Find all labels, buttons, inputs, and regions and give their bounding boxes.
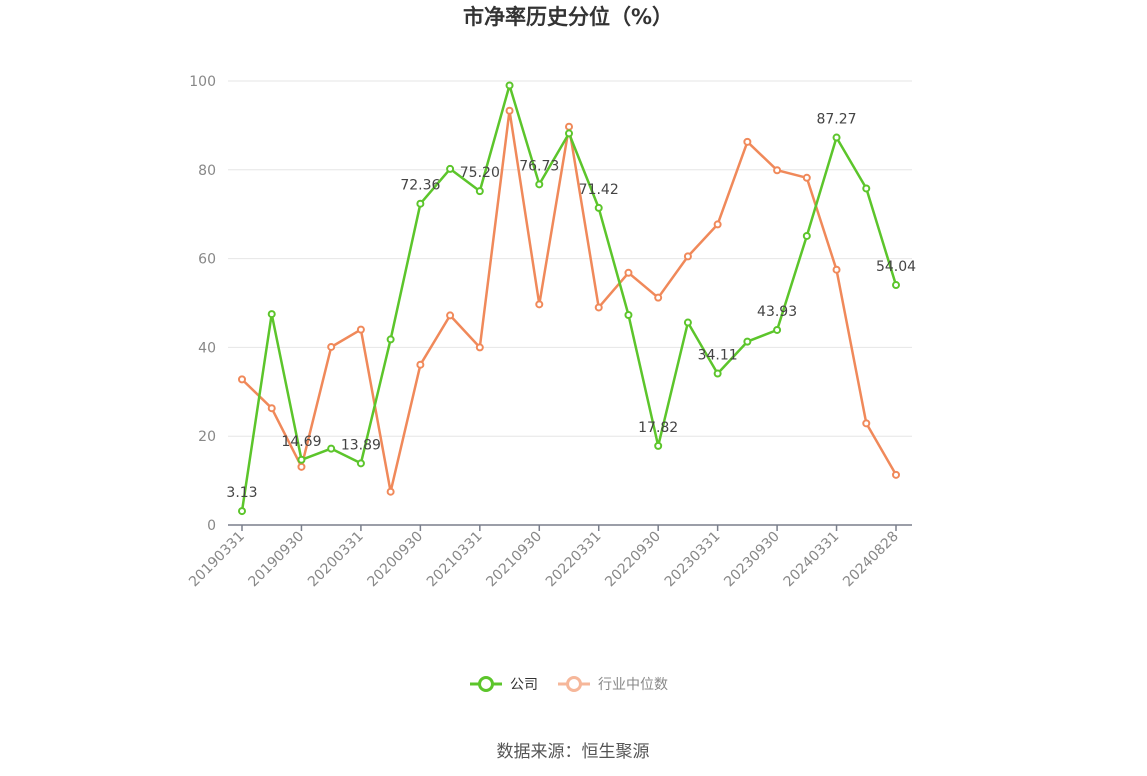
legend-marker-industry: [566, 676, 582, 692]
point-industry-0: [238, 375, 246, 384]
series-industry: [238, 106, 900, 496]
point-industry-11: [565, 122, 573, 131]
point-industry-10: [535, 300, 544, 309]
point-industry-16: [713, 220, 722, 229]
y-tick-label-60: 60: [198, 252, 216, 268]
point-industry-3: [327, 342, 336, 351]
legend-label-company: 公司: [510, 677, 538, 693]
data-label-10: 76.73: [519, 158, 559, 174]
point-industry-22: [892, 470, 900, 479]
point-industry-8: [475, 343, 484, 352]
chart-title: 市净率历史分位（%）: [463, 5, 673, 29]
point-industry-9: [505, 106, 514, 115]
point-industry-5: [386, 487, 395, 496]
point-industry-19: [802, 173, 811, 182]
point-company-15: [683, 318, 692, 327]
point-industry-15: [683, 252, 692, 261]
data-label-4: 13.89: [341, 437, 381, 453]
point-company-3: [327, 444, 336, 453]
data-label-8: 75.20: [460, 165, 500, 181]
y-axis-ticks: 0 20 40 60 80 100: [189, 74, 216, 534]
point-company-1: [267, 310, 276, 319]
x-axis: 2019033120190930202003312020093020210331…: [186, 524, 912, 591]
point-company-19: [802, 231, 811, 240]
point-industry-6: [416, 360, 425, 369]
point-company-22: [892, 281, 900, 290]
legend-item-company[interactable]: 公司: [470, 676, 538, 693]
data-label-0: 3.13: [226, 485, 257, 501]
point-industry-12: [594, 303, 603, 312]
y-tick-label-0: 0: [207, 518, 216, 534]
data-label-6: 72.36: [400, 178, 440, 194]
data-label-2: 14.69: [281, 434, 321, 450]
point-company-18: [773, 325, 782, 334]
point-company-16: [713, 369, 722, 378]
point-industry-18: [773, 166, 782, 175]
point-company-9: [505, 81, 514, 90]
point-industry-2: [297, 462, 306, 471]
data-label-12: 71.42: [579, 182, 619, 198]
point-company-12: [594, 203, 603, 212]
point-industry-14: [654, 293, 663, 302]
x-tick-label-20200331: 20200331: [305, 529, 367, 591]
grid-lines: [228, 80, 912, 437]
point-industry-20: [832, 265, 841, 274]
data-label-18: 43.93: [757, 304, 797, 320]
data-label-22: 54.04: [876, 259, 916, 275]
legend-label-industry: 行业中位数: [598, 677, 668, 693]
data-label-16: 34.11: [698, 348, 738, 364]
x-tick-label-20220930: 20220930: [602, 529, 664, 591]
data-label-20: 87.27: [816, 112, 856, 128]
point-company-2: [297, 455, 306, 464]
x-tick-label-20240828: 20240828: [840, 529, 902, 591]
point-industry-13: [624, 268, 633, 277]
point-company-10: [535, 180, 544, 189]
x-tick-label-20210930: 20210930: [483, 529, 545, 591]
x-tick-label-20220331: 20220331: [543, 529, 605, 591]
legend-marker-company: [478, 676, 494, 692]
x-tick-label-20190930: 20190930: [246, 529, 308, 591]
x-tick-label-20230331: 20230331: [662, 529, 724, 591]
point-industry-1: [267, 404, 276, 413]
series-company: [238, 81, 900, 516]
point-company-6: [416, 199, 425, 208]
point-company-5: [386, 335, 395, 344]
point-industry-7: [446, 311, 455, 320]
x-tick-label-20230930: 20230930: [721, 529, 783, 591]
y-tick-label-100: 100: [189, 74, 216, 90]
point-company-4: [356, 459, 365, 468]
point-company-20: [832, 133, 841, 142]
point-company-11: [565, 129, 573, 138]
point-company-13: [624, 310, 633, 319]
legend-item-industry[interactable]: 行业中位数: [558, 676, 668, 693]
point-company-17: [743, 337, 752, 346]
point-company-14: [654, 441, 663, 450]
x-tick-label-20240331: 20240331: [781, 529, 843, 591]
point-industry-17: [743, 137, 752, 146]
data-label-14: 17.82: [638, 420, 678, 436]
data-source: 数据来源：恒生聚源: [497, 742, 650, 762]
legend[interactable]: 公司 行业中位数: [470, 676, 668, 693]
point-industry-4: [356, 325, 365, 334]
y-tick-label-80: 80: [198, 163, 216, 179]
y-tick-label-20: 20: [198, 429, 216, 445]
series-line-industry: [241, 109, 898, 493]
y-tick-label-40: 40: [198, 340, 216, 356]
x-tick-label-20210331: 20210331: [424, 529, 486, 591]
series-group: [238, 81, 900, 516]
point-industry-21: [862, 419, 871, 428]
point-company-21: [862, 184, 871, 193]
point-company-8: [475, 187, 484, 196]
x-tick-label-20190331: 20190331: [186, 529, 248, 591]
x-tick-label-20200930: 20200930: [364, 529, 426, 591]
point-company-7: [446, 164, 455, 173]
point-company-0: [238, 507, 246, 516]
data-labels: 3.13 14.69 13.89 72.36 75.20 76.73 71.42 17.82 3…: [226, 112, 916, 502]
